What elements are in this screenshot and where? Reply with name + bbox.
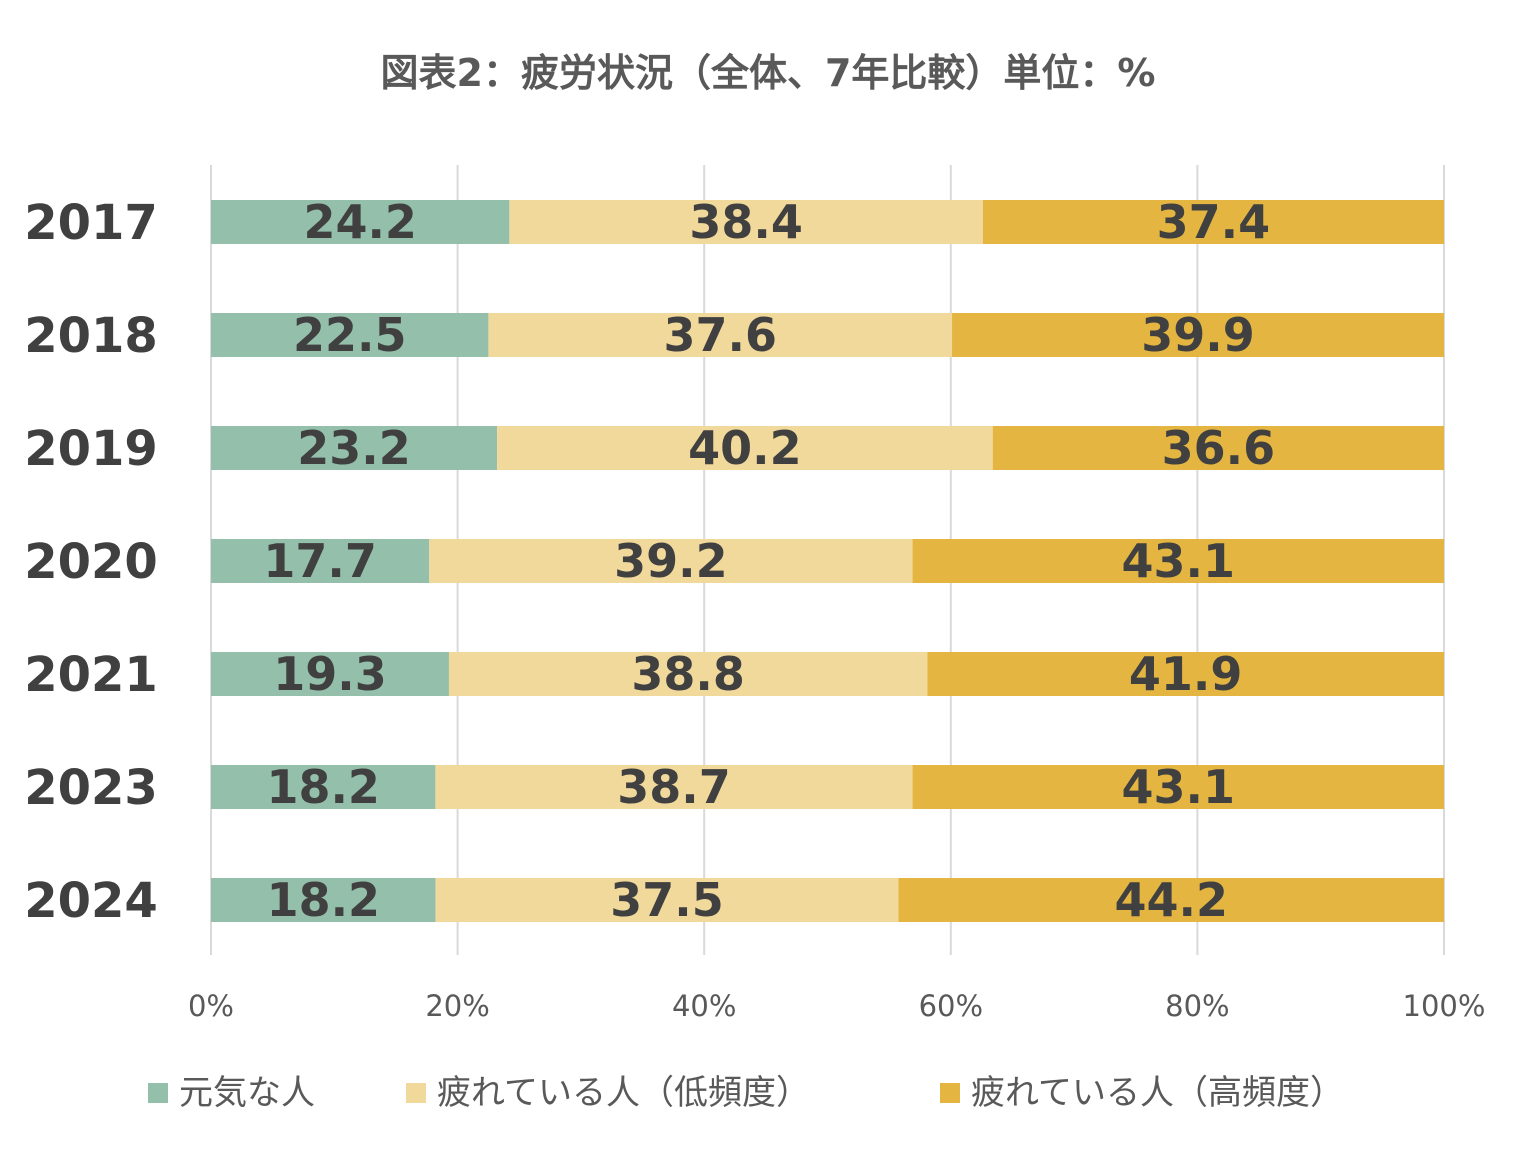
bar-segment — [211, 878, 436, 922]
data-label: 23.2 — [297, 421, 411, 475]
y-category-label: 2023 — [24, 760, 158, 816]
x-axis-ticks: 0% 20% 40% 60% 80% 100% — [188, 989, 1485, 1023]
y-category-label: 2017 — [24, 195, 158, 251]
x-tick-label: 40% — [672, 989, 736, 1023]
legend: 元気な人 疲れている人（低頻度） 疲れている人（高頻度） — [148, 1073, 1344, 1113]
data-label: 19.3 — [273, 647, 387, 701]
bar-segment — [211, 652, 449, 696]
y-category-label: 2018 — [24, 308, 158, 364]
data-label: 24.2 — [303, 195, 417, 249]
data-label: 38.8 — [631, 647, 745, 701]
data-label: 38.7 — [617, 760, 731, 814]
bar-segment — [509, 200, 983, 244]
y-category-label: 2021 — [24, 647, 158, 703]
legend-label: 元気な人 — [179, 1073, 315, 1113]
x-tick-label: 80% — [1165, 989, 1229, 1023]
bar-segment — [912, 539, 1444, 583]
bar-segment — [211, 200, 510, 244]
y-category-label: 2020 — [24, 534, 158, 590]
bar-segment — [435, 765, 913, 809]
bar-segment — [952, 313, 1444, 357]
legend-swatch — [406, 1083, 426, 1103]
legend-swatch — [940, 1083, 960, 1103]
x-tick-label: 0% — [188, 989, 234, 1023]
bar-segment — [435, 878, 899, 922]
data-label: 18.2 — [267, 873, 381, 927]
data-label: 22.5 — [293, 308, 407, 362]
legend-label: 疲れている人（低頻度） — [437, 1073, 810, 1113]
bar-segment — [211, 426, 498, 470]
bar-segment — [429, 539, 913, 583]
y-category-label: 2024 — [24, 873, 158, 929]
chart-title: 図表2：疲労状況（全体、7年比較）単位：% — [381, 51, 1156, 95]
data-label: 17.7 — [263, 534, 377, 588]
bars: 24.2 38.4 37.4 22.5 37.6 39.9 23.2 40.2 36.6 17.7… — [211, 195, 1444, 927]
bar-segment — [448, 652, 928, 696]
data-label: 43.1 — [1122, 760, 1236, 814]
bar-segment — [982, 200, 1444, 244]
bar-segment — [927, 652, 1444, 696]
data-label: 39.9 — [1141, 308, 1255, 362]
data-label: 18.2 — [266, 760, 380, 814]
data-label: 39.2 — [614, 534, 728, 588]
bar-segment — [488, 313, 953, 357]
data-label: 38.4 — [689, 195, 803, 249]
bar-segment — [211, 539, 430, 583]
data-label: 37.6 — [663, 308, 777, 362]
bar-segment — [211, 765, 436, 809]
data-label: 40.2 — [688, 421, 802, 475]
legend-label: 疲れている人（高頻度） — [971, 1073, 1344, 1113]
data-label: 36.6 — [1162, 421, 1276, 475]
x-tick-label: 100% — [1403, 989, 1486, 1023]
data-label: 44.2 — [1114, 873, 1228, 927]
bar-segment — [912, 765, 1444, 809]
bar-segment — [898, 878, 1444, 922]
data-label: 41.9 — [1129, 647, 1243, 701]
bar-segment — [211, 313, 489, 357]
y-category-label: 2019 — [24, 421, 158, 477]
data-label: 43.1 — [1122, 534, 1236, 588]
data-label: 37.4 — [1157, 195, 1271, 249]
legend-swatch — [148, 1083, 168, 1103]
y-axis-labels: 2017 2018 2019 2020 2021 2023 2024 — [24, 195, 158, 929]
bar-segment — [497, 426, 993, 470]
x-tick-label: 20% — [425, 989, 489, 1023]
data-label: 37.5 — [610, 873, 724, 927]
bar-segment — [992, 426, 1444, 470]
x-tick-label: 60% — [919, 989, 983, 1023]
